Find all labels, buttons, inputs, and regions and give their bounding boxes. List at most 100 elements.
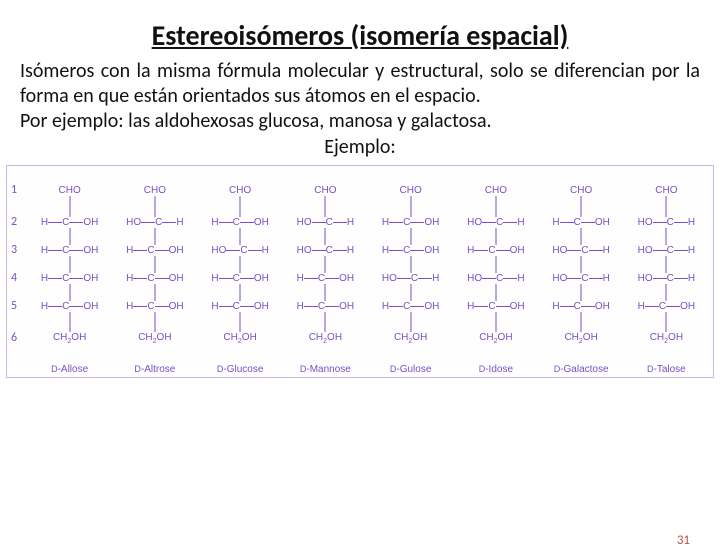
c-atom: C <box>403 217 410 228</box>
h-atom: H <box>638 301 645 312</box>
sugar-cell: HOCH <box>453 208 538 236</box>
oh-group: HO <box>467 273 482 284</box>
c-atom: C <box>581 245 588 256</box>
cho-formula: CHO <box>144 185 166 196</box>
oh-group: OH <box>424 217 439 228</box>
c-atom: C <box>326 245 333 256</box>
sugar-cell: CH2OH <box>368 320 453 356</box>
oh-group: OH <box>169 245 184 256</box>
page-title: Estereoisómeros (isomería espacial) <box>0 18 720 53</box>
bond <box>333 250 347 251</box>
c-atom: C <box>233 301 240 312</box>
bond <box>496 250 510 251</box>
sugar-cell: HCOH <box>112 236 197 264</box>
sugar-name: D-Glucose <box>217 364 264 375</box>
bond <box>389 306 403 307</box>
bond <box>48 250 62 251</box>
sugar-cell: HCOH <box>453 236 538 264</box>
c-atom: C <box>233 217 240 228</box>
h-atom: H <box>347 245 354 256</box>
c-atom: C <box>403 301 410 312</box>
sugar-cell: CH2OH <box>624 320 709 356</box>
sugar-cell: HCOH <box>112 292 197 320</box>
sugar-cell: HCOH <box>27 264 112 292</box>
bond <box>482 278 496 279</box>
bond <box>410 250 424 251</box>
c-atom: C <box>147 301 154 312</box>
c-atom: C <box>62 273 69 284</box>
h-atom: H <box>297 273 304 284</box>
bond <box>240 306 254 307</box>
bond <box>312 222 326 223</box>
h-atom: H <box>211 273 218 284</box>
bond <box>141 222 155 223</box>
bond <box>133 306 147 307</box>
bond <box>389 250 403 251</box>
oh-group: HO <box>467 217 482 228</box>
cho-formula: CHO <box>59 185 81 196</box>
sugar-cell: HCOH <box>368 208 453 236</box>
sugar-cell: HOCH <box>539 236 624 264</box>
oh-group: OH <box>339 301 354 312</box>
c-atom: C <box>62 217 69 228</box>
c-atom: C <box>147 273 154 284</box>
c-atom: C <box>496 273 503 284</box>
bond <box>674 250 688 251</box>
bond <box>69 250 83 251</box>
ch2oh-formula: CH2OH <box>394 332 427 345</box>
h-atom: H <box>688 245 695 256</box>
sugar-cell: HCOH <box>539 208 624 236</box>
oh-group: OH <box>680 301 695 312</box>
c-atom: C <box>667 273 674 284</box>
oh-group: OH <box>254 273 269 284</box>
oh-group: OH <box>595 217 610 228</box>
sugar-cell: CH2OH <box>27 320 112 356</box>
sugar-cell: CHO <box>539 172 624 208</box>
h-atom: H <box>176 217 183 228</box>
bond <box>69 222 83 223</box>
h-atom: H <box>517 273 524 284</box>
ch2oh-formula: CH2OH <box>650 332 683 345</box>
cho-formula: CHO <box>570 185 592 196</box>
bond <box>162 222 176 223</box>
bond <box>155 278 169 279</box>
c-atom: C <box>667 245 674 256</box>
bond <box>674 278 688 279</box>
h-atom: H <box>262 245 269 256</box>
example-title: Ejemplo: <box>0 135 720 159</box>
c-atom: C <box>574 301 581 312</box>
sugar-cell: H C OH <box>283 264 368 292</box>
bond <box>589 250 603 251</box>
h-atom: H <box>552 301 559 312</box>
bond <box>69 278 83 279</box>
c-atom: C <box>147 245 154 256</box>
ch2oh-formula: CH2OH <box>309 332 342 345</box>
sugar-cell: CH2OH <box>112 320 197 356</box>
bond <box>325 306 339 307</box>
sugar-cell: CHO <box>368 172 453 208</box>
bond <box>155 250 169 251</box>
oh-group: OH <box>83 245 98 256</box>
oh-group: HO <box>297 245 312 256</box>
c-atom: C <box>233 273 240 284</box>
sugar-cell: HCOH <box>27 208 112 236</box>
sugar-cell: HOCH <box>624 208 709 236</box>
h-atom: H <box>552 217 559 228</box>
sugar-cell: CHO <box>27 172 112 208</box>
bond <box>155 306 169 307</box>
c-atom: C <box>318 273 325 284</box>
bond <box>219 306 233 307</box>
oh-group: OH <box>254 217 269 228</box>
h-atom: H <box>467 301 474 312</box>
bond <box>48 222 62 223</box>
sugar-cell: CH2OH <box>283 320 368 356</box>
sugar-cell: CHO <box>624 172 709 208</box>
oh-group: OH <box>83 273 98 284</box>
c-atom: C <box>488 245 495 256</box>
oh-group: OH <box>339 273 354 284</box>
bond <box>133 278 147 279</box>
sugar-name: D-Allose <box>51 364 88 375</box>
bond <box>503 278 517 279</box>
example-line: Por ejemplo: las aldohexosas glucosa, ma… <box>0 109 720 133</box>
h-atom: H <box>211 301 218 312</box>
